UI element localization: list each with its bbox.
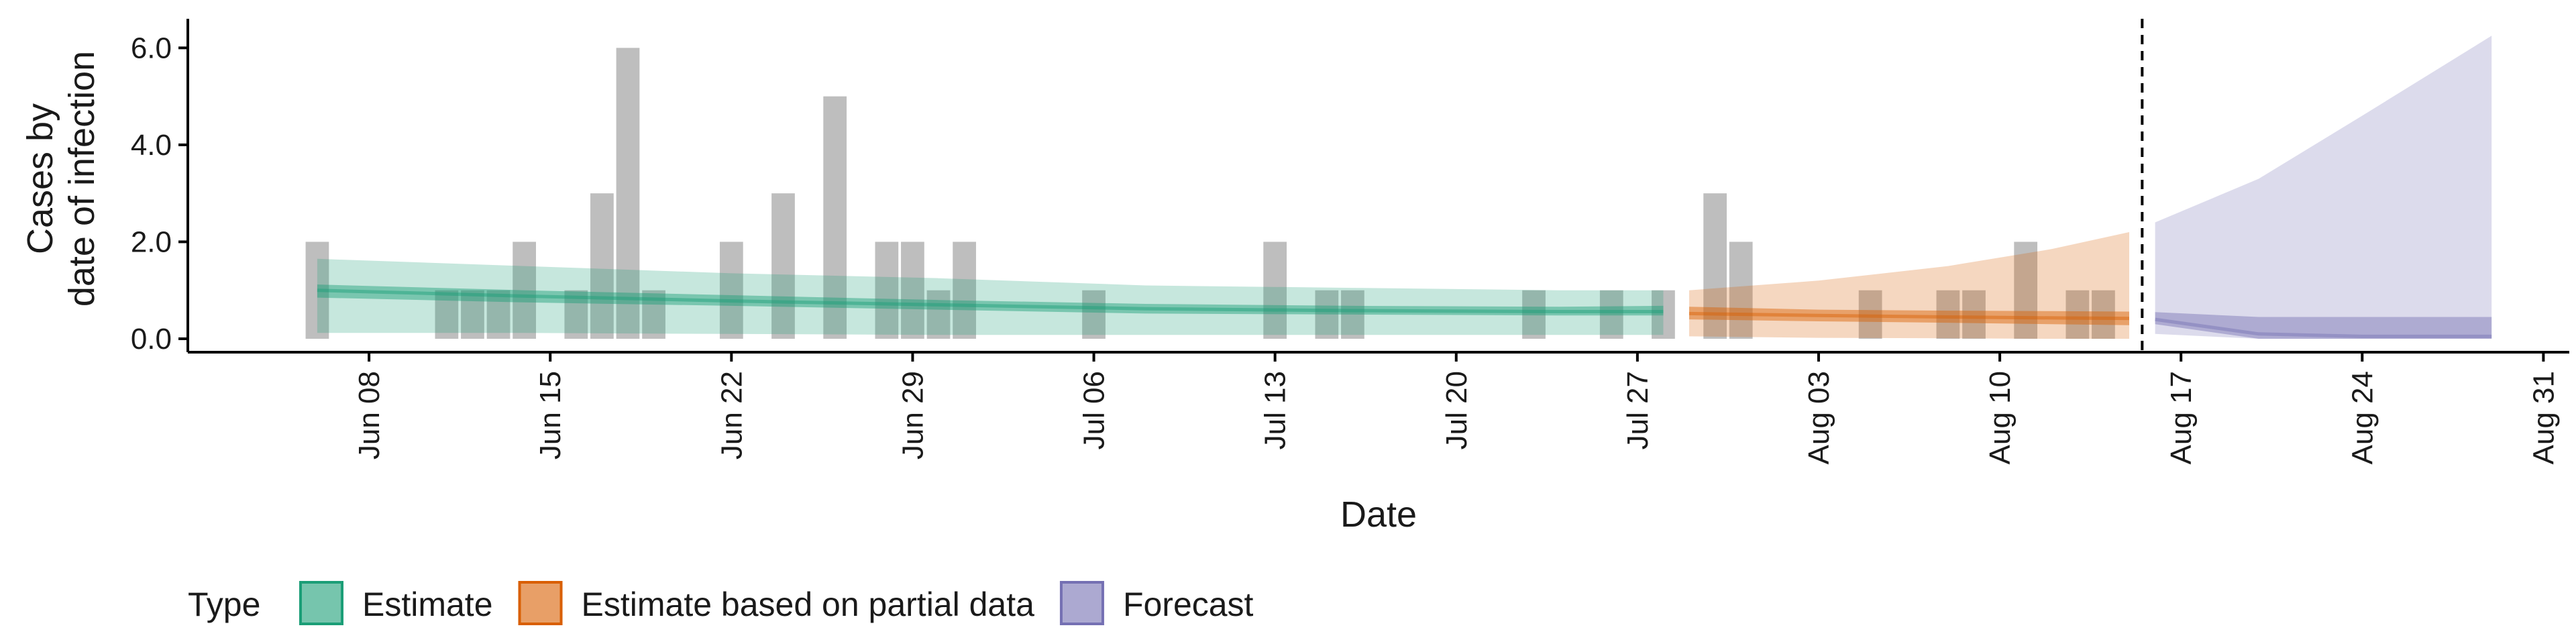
case-bar [1522, 290, 1546, 339]
case-bar [1263, 241, 1287, 339]
case-bar [435, 290, 459, 339]
case-bar [1082, 290, 1106, 339]
case-bar [926, 290, 951, 339]
legend-item-estimate: Estimate [299, 581, 493, 625]
x-tick-label: Jun 22 [715, 371, 748, 460]
case-bar [823, 96, 847, 339]
x-tick-label: Jul 20 [1440, 371, 1473, 449]
case-bar [1703, 193, 1727, 339]
estimate-bands [317, 36, 2492, 339]
case-bar [771, 193, 795, 339]
x-tick-label: Aug 24 [2346, 371, 2379, 464]
x-tick-label: Jun 08 [353, 371, 386, 460]
case-bar [461, 290, 484, 339]
case-bar [1599, 290, 1623, 339]
x-tick-label: Aug 31 [2527, 371, 2560, 464]
case-bar [1652, 290, 1675, 339]
case-bar [1729, 241, 1753, 339]
case-bar [953, 241, 976, 339]
x-tick-label: Jul 27 [1621, 371, 1654, 449]
case-bar [2065, 290, 2090, 339]
case-bar [1936, 290, 1960, 339]
case-bar [305, 241, 329, 339]
forecast-90ci-band [2155, 36, 2492, 339]
y-tick-label: 6.0 [131, 32, 172, 64]
x-tick-label: Jun 29 [896, 371, 929, 460]
x-tick-label: Aug 03 [1803, 371, 1835, 464]
case-bar [616, 48, 640, 339]
legend-label: Estimate [362, 586, 493, 623]
x-tick-label: Jul 06 [1078, 371, 1111, 449]
estimate-based-on-partial-data-median-line [1688, 311, 2130, 321]
legend-key-estimate [299, 581, 343, 625]
case-bar [1315, 290, 1339, 339]
x-tick-label: Jun 15 [534, 371, 567, 460]
estimate-median-line [317, 288, 1664, 313]
x-axis-ticks: Jun 08 Jun 15 Jun 22 Jun 29 Jul 06 Jul 13 Jul … [353, 352, 2560, 464]
estimate-50ci-band [317, 284, 1664, 316]
case-bar [486, 290, 511, 339]
case-bar [2092, 290, 2115, 339]
case-bar [1341, 290, 1364, 339]
y-axis-ticks: 0.0 2.0 4.0 6.0 [131, 32, 188, 356]
x-axis-title: Date [1340, 494, 1417, 535]
case-bar [513, 241, 536, 339]
y-axis-title-line1: Cases by [20, 103, 60, 254]
y-tick-label: 2.0 [131, 225, 172, 258]
series-estimate [317, 258, 1664, 335]
case-bar [719, 241, 743, 339]
series-estimate-based-on-partial-data [1688, 232, 2130, 339]
case-bar [1962, 290, 1986, 339]
y-tick-label: 0.0 [131, 323, 172, 356]
legend-label: Estimate based on partial data [582, 586, 1035, 623]
forecast-50ci-band [2155, 312, 2492, 339]
estimate-90ci-band [317, 258, 1664, 335]
legend-title: Type [188, 586, 260, 623]
legend-key-forecast [1059, 581, 1104, 625]
legend-item-estimate-based-on-partial-data: Estimate based on partial data [518, 581, 1035, 625]
case-bar [1858, 290, 1882, 339]
case-bar [875, 241, 899, 339]
x-tick-label: Jul 13 [1259, 371, 1292, 449]
x-tick-label: Aug 17 [2165, 371, 2198, 464]
reported-cases-bars [305, 48, 2115, 339]
estimate-based-on-partial-data-90ci-band [1689, 232, 2129, 339]
x-tick-label: Aug 10 [1984, 371, 2017, 464]
legend-label: Forecast [1123, 586, 1254, 623]
case-bar [642, 290, 665, 339]
case-bar [2014, 241, 2038, 339]
legend-item-forecast: Forecast [1059, 581, 1254, 625]
series-forecast [2155, 36, 2492, 339]
estimate-based-on-partial-data-50ci-band [1689, 307, 2129, 325]
case-bar [590, 193, 614, 339]
case-bar [564, 290, 588, 339]
legend: Type Estimate Estimate based on partial d… [188, 581, 1254, 625]
legend-key-estimate-based-on-partial-data [518, 581, 563, 625]
y-tick-label: 4.0 [131, 129, 172, 162]
case-bar [901, 241, 924, 339]
forecast-median-line [2155, 317, 2492, 338]
y-axis-title-line2: date of infection [62, 51, 102, 307]
